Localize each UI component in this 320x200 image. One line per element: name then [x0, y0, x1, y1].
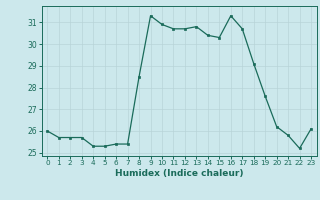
X-axis label: Humidex (Indice chaleur): Humidex (Indice chaleur) — [115, 169, 244, 178]
